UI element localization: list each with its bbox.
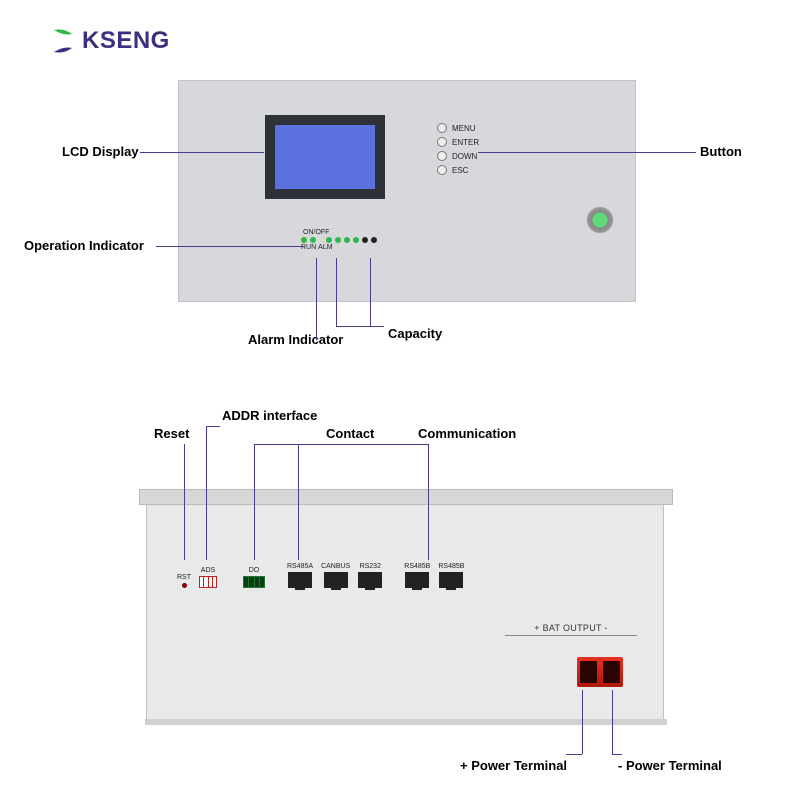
rj-port-4[interactable] — [405, 572, 429, 588]
cap-led-1 — [326, 237, 332, 243]
ads-port: ADS — [199, 567, 217, 588]
esc-label: ESC — [452, 166, 468, 175]
bat-connector[interactable] — [577, 657, 623, 687]
line-button — [478, 152, 696, 153]
line-lcd — [140, 152, 264, 153]
rj-1: RS485A — [287, 563, 313, 588]
callout-neg-term: - Power Terminal — [618, 758, 722, 773]
rst-hole[interactable] — [182, 583, 187, 588]
line-addr-v — [206, 426, 207, 560]
line-alarm-v — [316, 258, 317, 332]
cap-led-5 — [362, 237, 368, 243]
line-cap-v1 — [336, 258, 337, 326]
esc-button[interactable] — [437, 165, 447, 175]
bat-line — [505, 635, 637, 636]
menu-button[interactable] — [437, 123, 447, 133]
dip-switch[interactable] — [199, 576, 217, 588]
rj-4: RS485B — [404, 563, 430, 588]
line-alarm-v2 — [316, 332, 317, 340]
run-led — [301, 237, 307, 243]
indicator-group: ON/OFF RUN ALM — [301, 229, 377, 251]
cap-led-3 — [344, 237, 350, 243]
alm-label: ALM — [318, 244, 332, 251]
button-column: MENU ENTER DOWN ESC — [437, 123, 479, 179]
callout-op-ind: Operation Indicator — [24, 238, 144, 253]
line-addr-h — [206, 426, 220, 427]
callout-capacity: Capacity — [388, 326, 442, 341]
callout-lcd: LCD Display — [62, 144, 139, 159]
line-comm-h — [298, 444, 428, 445]
rj-label-2: CANBUS — [321, 563, 350, 570]
line-reset — [184, 444, 185, 560]
line-op-ind — [156, 246, 304, 247]
power-button[interactable] — [587, 207, 613, 233]
lcd-display — [265, 115, 385, 199]
rst-port: RST — [177, 574, 191, 588]
rj-port-5[interactable] — [439, 572, 463, 588]
port-row: RST ADS DO RS485A CANBUS RS232 RS485B RS… — [177, 563, 464, 588]
do-port: DO — [243, 567, 265, 588]
callout-comm: Communication — [418, 426, 516, 441]
line-contact-v — [254, 444, 255, 560]
rj-label-5: RS485B — [438, 563, 464, 570]
line-pos-v — [582, 690, 583, 754]
down-label: DOWN — [452, 152, 477, 161]
cap-led-6 — [371, 237, 377, 243]
led-row — [301, 237, 377, 243]
enter-label: ENTER — [452, 138, 479, 147]
logo-text: KSENG — [82, 27, 170, 55]
line-pos-h — [566, 754, 582, 755]
panel-lid — [139, 489, 673, 505]
cap-led-4 — [353, 237, 359, 243]
callout-contact: Contact — [326, 426, 374, 441]
down-button[interactable] — [437, 151, 447, 161]
callout-addr: ADDR interface — [222, 408, 317, 423]
line-comm-v2 — [428, 444, 429, 560]
brand-logo: KSENG — [50, 26, 170, 56]
front-panel: MENU ENTER DOWN ESC ON/OFF RUN ALM — [178, 80, 636, 302]
rj-3: RS232 — [358, 563, 382, 588]
line-neg-h — [612, 754, 622, 755]
rj-2: CANBUS — [321, 563, 350, 588]
rj-label-4: RS485B — [404, 563, 430, 570]
do-connector[interactable] — [243, 576, 265, 588]
bottom-panel: RST ADS DO RS485A CANBUS RS232 RS485B RS… — [146, 500, 664, 722]
bat-output: + BAT OUTPUT - — [505, 623, 637, 642]
menu-label: MENU — [452, 124, 476, 133]
callout-button: Button — [700, 144, 742, 159]
rj-port-3[interactable] — [358, 572, 382, 588]
rj-port-1[interactable] — [288, 572, 312, 588]
rj-label-3: RS232 — [360, 563, 381, 570]
enter-button[interactable] — [437, 137, 447, 147]
onoff-label: ON/OFF — [303, 229, 377, 236]
ads-label: ADS — [201, 567, 215, 574]
logo-icon — [50, 26, 76, 56]
rj-port-2[interactable] — [324, 572, 348, 588]
do-label: DO — [249, 567, 260, 574]
cap-led-2 — [335, 237, 341, 243]
line-comm-v1 — [298, 444, 299, 560]
callout-alarm: Alarm Indicator — [248, 332, 343, 347]
line-cap-h — [336, 326, 384, 327]
line-cap-v2 — [370, 258, 371, 326]
panel-base — [145, 719, 667, 725]
alm-led — [310, 237, 316, 243]
bat-output-label: + BAT OUTPUT - — [505, 623, 637, 633]
callout-pos-term: + Power Terminal — [460, 758, 567, 773]
rj-5: RS485B — [438, 563, 464, 588]
callout-reset: Reset — [154, 426, 189, 441]
line-neg-v — [612, 690, 613, 754]
rj-label-1: RS485A — [287, 563, 313, 570]
rst-label: RST — [177, 574, 191, 581]
